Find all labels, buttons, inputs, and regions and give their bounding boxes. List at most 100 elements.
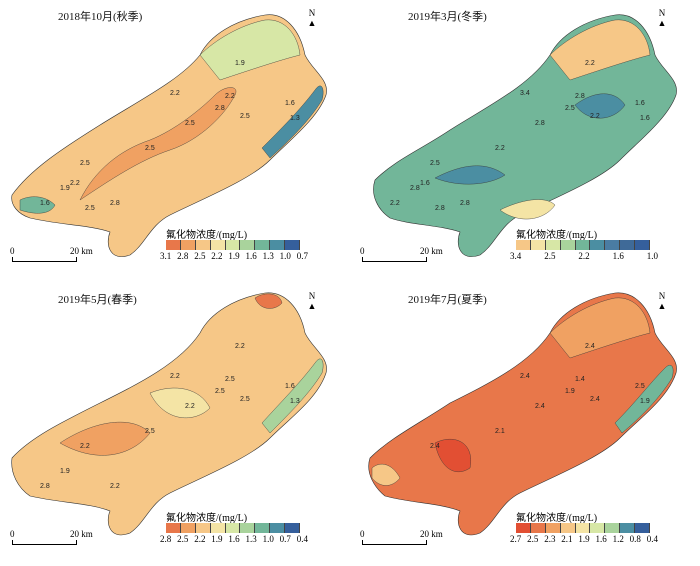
legend-label: 3.1 <box>160 251 172 261</box>
contour-label: 2.4 <box>590 396 600 403</box>
panel-title: 2018年10月(秋季) <box>58 11 143 23</box>
contour-label: 2.8 <box>535 120 545 127</box>
contour-label: 2.2 <box>170 90 180 97</box>
contour-label: 2.2 <box>170 373 180 380</box>
legend-label: 1.6 <box>228 534 240 544</box>
zone-east-low <box>261 358 324 434</box>
contour-labels: 2.22.52.82.22.51.91.61.32.52.51.91.6 2.82… <box>40 60 300 212</box>
zone-north <box>199 19 301 81</box>
legend-swatch <box>530 523 546 533</box>
scale-zero: 0 <box>10 246 15 256</box>
legend-bar <box>166 523 301 533</box>
legend-swatch <box>605 240 621 250</box>
contour-label: 1.6 <box>640 115 650 122</box>
legend-label: 0.4 <box>646 534 658 544</box>
contour-label: 2.2 <box>585 60 595 67</box>
north-label: N <box>658 291 666 301</box>
legend-label: 1.6 <box>612 251 624 261</box>
legend-label: 2.5 <box>527 534 539 544</box>
legend-label: 2.5 <box>544 251 556 261</box>
legend-label: 1.3 <box>245 534 257 544</box>
legend-swatch <box>516 523 531 533</box>
contour-label: 2.5 <box>240 113 250 120</box>
legend-label: 2.8 <box>160 534 172 544</box>
legend-swatch <box>270 523 286 533</box>
legend-bar <box>166 240 301 250</box>
zone-west-low <box>371 463 401 486</box>
north-arrow-icon: N ▲ <box>655 291 669 315</box>
legend-label: 1.9 <box>228 251 240 261</box>
zone-high <box>79 87 237 201</box>
legend-swatch <box>210 240 226 250</box>
legend-swatch <box>255 240 271 250</box>
scale-zero: 0 <box>360 246 365 256</box>
scale-bar: 0 20 km <box>360 246 462 264</box>
legend-label: 2.5 <box>177 534 189 544</box>
contour-label: 2.5 <box>225 376 235 383</box>
contour-label: 2.4 <box>585 343 595 350</box>
legend-label: 1.3 <box>262 251 274 261</box>
legend-label: 1.9 <box>211 534 223 544</box>
legend-bar <box>516 523 651 533</box>
legend-swatch <box>635 523 651 533</box>
panel-title: 2019年5月(春季) <box>58 294 137 306</box>
contour-label: 3.4 <box>520 90 530 97</box>
legend-swatch <box>635 240 651 250</box>
legend-swatch <box>605 523 621 533</box>
legend-title: 氟化物浓度/(mg/L) <box>166 230 248 241</box>
zone-east-low <box>614 365 674 434</box>
contour-labels: 3.42.82.52.82.22.21.61.62.22.52.82.2 2.82… <box>390 60 650 212</box>
contour-label: 2.2 <box>235 343 245 350</box>
legend-label: 2.3 <box>544 534 556 544</box>
legend-labels: 2.7 2.5 2.3 2.1 1.9 1.6 1.2 0.8 0.4 <box>510 534 658 544</box>
legend-label: 1.0 <box>262 534 274 544</box>
legend-label: 3.4 <box>510 251 522 261</box>
contour-label: 2.5 <box>185 120 195 127</box>
contour-label: 2.5 <box>430 160 440 167</box>
legend-swatch <box>560 240 576 250</box>
legend-swatch <box>270 240 286 250</box>
contour-label: 2.8 <box>410 185 420 192</box>
legend-label: 1.0 <box>646 251 658 261</box>
legend-swatch <box>210 523 226 533</box>
legend-swatch <box>285 240 301 250</box>
north-label: N <box>308 291 316 301</box>
contour-label: 1.6 <box>420 180 430 187</box>
legend-swatch <box>620 523 636 533</box>
contour-label: 1.9 <box>640 398 650 405</box>
contour-label: 2.1 <box>495 428 505 435</box>
map-panel-autumn: 2.2 2.5 2.8 2.2 2.5 1.9 1.6 1.3 2.5 2.5 1.9 1.6 2.8 2… <box>0 0 350 283</box>
zone-west-low <box>19 196 56 214</box>
contour-label: 1.4 <box>575 376 585 383</box>
zone-north-low <box>254 293 283 309</box>
north-arrow-icon: N ▲ <box>305 291 319 315</box>
contour-label: 2.4 <box>535 403 545 410</box>
legend-swatch <box>560 523 576 533</box>
scale-zero: 0 <box>10 529 15 539</box>
legend-label: 1.2 <box>612 534 624 544</box>
legend-labels: 3.1 2.8 2.5 2.2 1.9 1.6 1.3 1.0 0.7 <box>160 251 308 261</box>
zone-south-high <box>434 439 471 473</box>
zone-low-2 <box>574 93 626 119</box>
contour-label: 1.6 <box>40 200 50 207</box>
north-label: N <box>658 8 666 18</box>
lake-shape <box>373 14 677 257</box>
legend-swatch <box>620 240 636 250</box>
contour-label: 2.8 <box>460 200 470 207</box>
zone-south <box>499 199 556 220</box>
north-label: N <box>308 8 316 18</box>
legend-swatch <box>225 240 241 250</box>
legend-swatch <box>285 523 301 533</box>
legend-label: 2.2 <box>578 251 590 261</box>
legend-swatch <box>590 240 606 250</box>
scale-distance: 20 km <box>420 246 443 256</box>
north-arrow-icon: N ▲ <box>305 8 319 32</box>
contour-map: 2.42.41.91.42.42.42.51.92.12.4 <box>368 292 677 536</box>
contour-map: 2.22.52.82.22.51.91.61.32.52.51.91.6 2.82… <box>11 14 327 257</box>
zone-east-low <box>261 85 324 159</box>
legend-label: 2.8 <box>177 251 189 261</box>
legend-label: 1.0 <box>279 251 291 261</box>
contour-labels: 2.22.22.52.52.52.21.61.32.52.21.92.8 2.2 <box>40 343 300 490</box>
zone-west-high <box>59 421 151 456</box>
legend-labels: 2.8 2.5 2.2 1.9 1.6 1.3 1.0 0.7 0.4 <box>160 534 308 544</box>
